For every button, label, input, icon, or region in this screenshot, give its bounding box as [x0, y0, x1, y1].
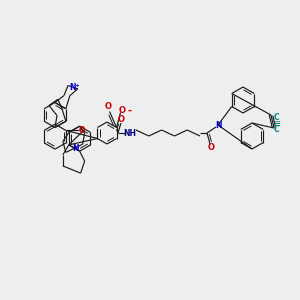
Text: O: O: [208, 143, 214, 152]
Text: N: N: [72, 144, 79, 153]
Text: O: O: [119, 106, 126, 115]
Text: N: N: [70, 82, 76, 91]
Text: O: O: [118, 115, 124, 124]
Text: C: C: [273, 113, 279, 122]
Text: -: -: [128, 106, 131, 116]
Text: C: C: [273, 125, 279, 134]
Text: NH: NH: [124, 128, 136, 137]
Text: N: N: [215, 121, 221, 130]
Text: ≡: ≡: [274, 119, 280, 128]
Text: +: +: [74, 82, 79, 88]
Text: O: O: [78, 126, 85, 135]
Text: O: O: [105, 102, 112, 111]
